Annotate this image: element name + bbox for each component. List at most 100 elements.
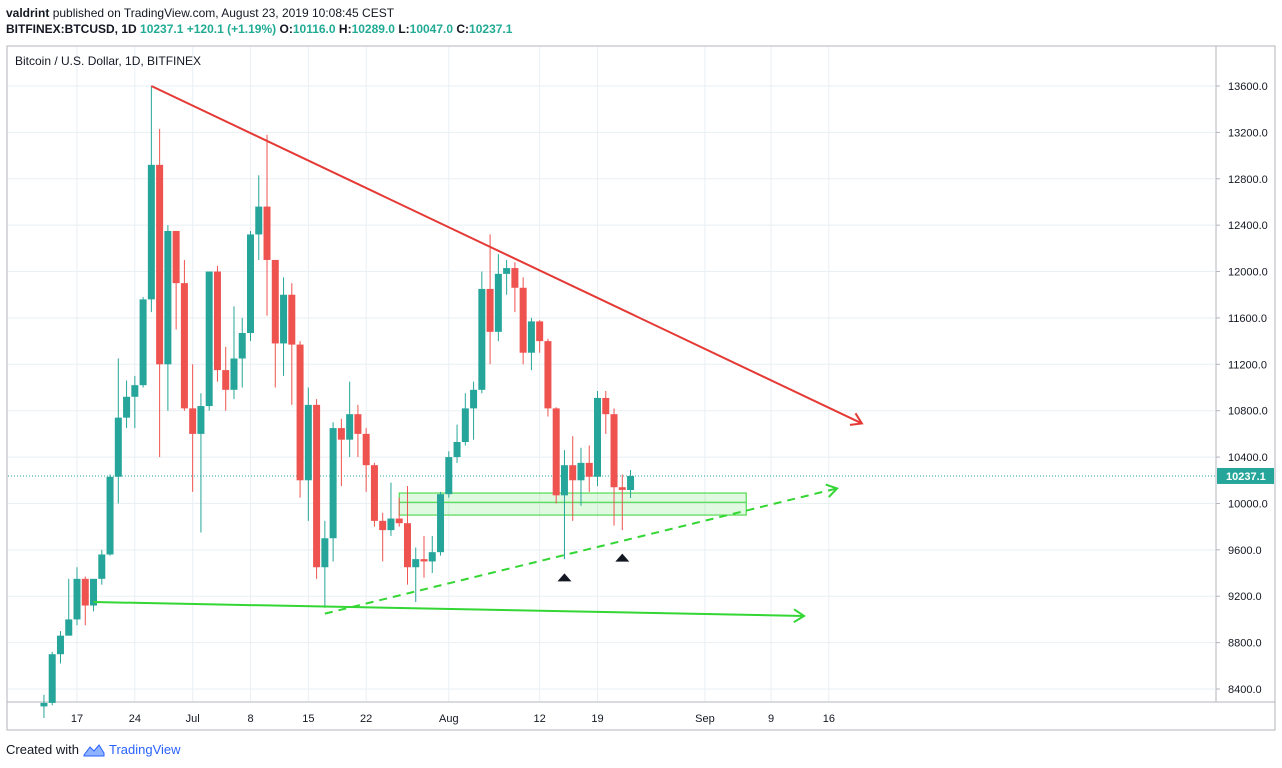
marker-triangle-2: [615, 553, 630, 562]
candle-down: [379, 520, 387, 531]
x-tick-label: 16: [823, 713, 835, 725]
candle-up: [329, 428, 337, 539]
x-tick-label: Sep: [695, 713, 715, 725]
x-tick-label: 19: [591, 713, 603, 725]
candle-down: [354, 414, 362, 434]
x-tick-label: 15: [302, 713, 314, 725]
candle-up: [527, 321, 535, 353]
candle-up: [453, 442, 461, 458]
candle-up: [238, 332, 246, 359]
candle-up: [412, 559, 420, 568]
candle-down: [222, 370, 230, 390]
tradingview-link[interactable]: TradingView: [108, 742, 181, 757]
candle-down: [511, 268, 519, 288]
x-axis-labels: 17 24 Jul 8 15 22 Aug 12 19 Sep 9 16: [71, 713, 835, 725]
candle-up: [280, 294, 288, 344]
x-tick-label: 9: [768, 713, 774, 725]
h-label: H:: [338, 22, 352, 36]
h-value: 10289.0: [351, 22, 395, 36]
resistance-arrowhead: [849, 412, 864, 426]
candle-down: [610, 414, 618, 488]
last-price-label: 10237.1: [1226, 471, 1266, 483]
y-tick-label: 12000.0: [1228, 267, 1268, 279]
candle-down: [536, 321, 544, 342]
y-axis-labels: 8400.0 8800.0 9200.0 9600.0 10000.0 10400.0 10…: [1216, 81, 1274, 696]
y-tick-label: 12800.0: [1228, 174, 1268, 186]
y-tick-label: 10400.0: [1228, 452, 1268, 464]
x-tick-label: 24: [129, 713, 141, 725]
candle-up: [304, 404, 312, 481]
candle-down: [263, 206, 271, 260]
candle-up: [503, 268, 511, 274]
candles-layer: [40, 86, 635, 718]
last-value: 10237.1: [140, 22, 184, 36]
y-tick-label: 11600.0: [1228, 313, 1267, 325]
support-arrowhead: [793, 608, 806, 624]
tradingview-logo-icon: [83, 743, 105, 756]
last-price-tag: [1217, 467, 1274, 484]
candle-up: [470, 389, 478, 409]
y-tick-label: 9600.0: [1228, 545, 1262, 557]
candle-down: [544, 341, 552, 409]
candle-up: [114, 417, 122, 477]
candle-down: [569, 465, 577, 481]
candle-down: [81, 578, 89, 606]
candle-up: [48, 654, 56, 703]
candle-down: [403, 523, 411, 568]
candle-down: [172, 230, 180, 284]
y-tick-label: 8400.0: [1228, 684, 1262, 696]
y-tick-label: 12400.0: [1228, 220, 1268, 232]
candle-up: [40, 702, 48, 707]
candle-up: [428, 552, 436, 562]
published-text: published on TradingView.com, August 23,…: [52, 6, 395, 20]
candle-down: [337, 428, 345, 440]
candle-up: [123, 396, 131, 418]
change-value: +120.1 (+1.19%): [186, 22, 277, 36]
x-tick-label: Jul: [186, 713, 200, 725]
candle-up: [494, 273, 502, 332]
candle-down: [602, 397, 610, 415]
x-tick-label: 12: [534, 713, 546, 725]
y-tick-label: 10800.0: [1228, 406, 1268, 418]
trendlines-layer: [93, 85, 864, 624]
x-tick-label: Aug: [439, 713, 459, 725]
price-scale[interactable]: [1215, 45, 1276, 703]
candle-up: [387, 518, 395, 531]
publish-info: valdrint published on TradingView.com, A…: [6, 5, 394, 21]
time-scale[interactable]: [6, 701, 1276, 731]
candle-down: [585, 462, 593, 477]
c-value: 10237.1: [469, 22, 513, 36]
candle-down: [618, 487, 626, 490]
candle-up: [594, 397, 602, 477]
descending-resistance-line: [150, 85, 863, 425]
candle-up: [247, 234, 255, 333]
candle-down: [213, 271, 221, 371]
candle-up: [65, 619, 73, 636]
candle-up: [560, 465, 568, 496]
candle-up: [197, 406, 205, 434]
x-tick-label: 17: [71, 713, 83, 725]
candle-down: [420, 559, 428, 562]
candle-down: [370, 465, 378, 521]
author-name[interactable]: valdrint: [6, 6, 50, 20]
y-tick-label: 13600.0: [1228, 81, 1268, 93]
y-tick-label: 10000.0: [1228, 498, 1268, 510]
ascending-arrowhead: [825, 483, 839, 498]
candle-down: [313, 404, 321, 568]
symbol-label: BITFINEX:BTCUSD, 1D: [6, 22, 137, 36]
candle-up: [445, 457, 453, 495]
candle-down: [519, 287, 527, 353]
l-label: L:: [398, 22, 410, 36]
candle-down: [362, 433, 370, 466]
y-tick-label: 8800.0: [1228, 638, 1262, 650]
candle-up: [90, 578, 98, 606]
candle-up: [478, 288, 486, 390]
marker-triangle-1: [557, 573, 572, 582]
candle-up: [627, 475, 635, 491]
candle-up: [346, 414, 354, 440]
candle-up: [106, 476, 114, 555]
ascending-support-line: [324, 487, 838, 615]
x-tick-label: 8: [247, 713, 253, 725]
y-tick-label: 9200.0: [1228, 591, 1262, 603]
